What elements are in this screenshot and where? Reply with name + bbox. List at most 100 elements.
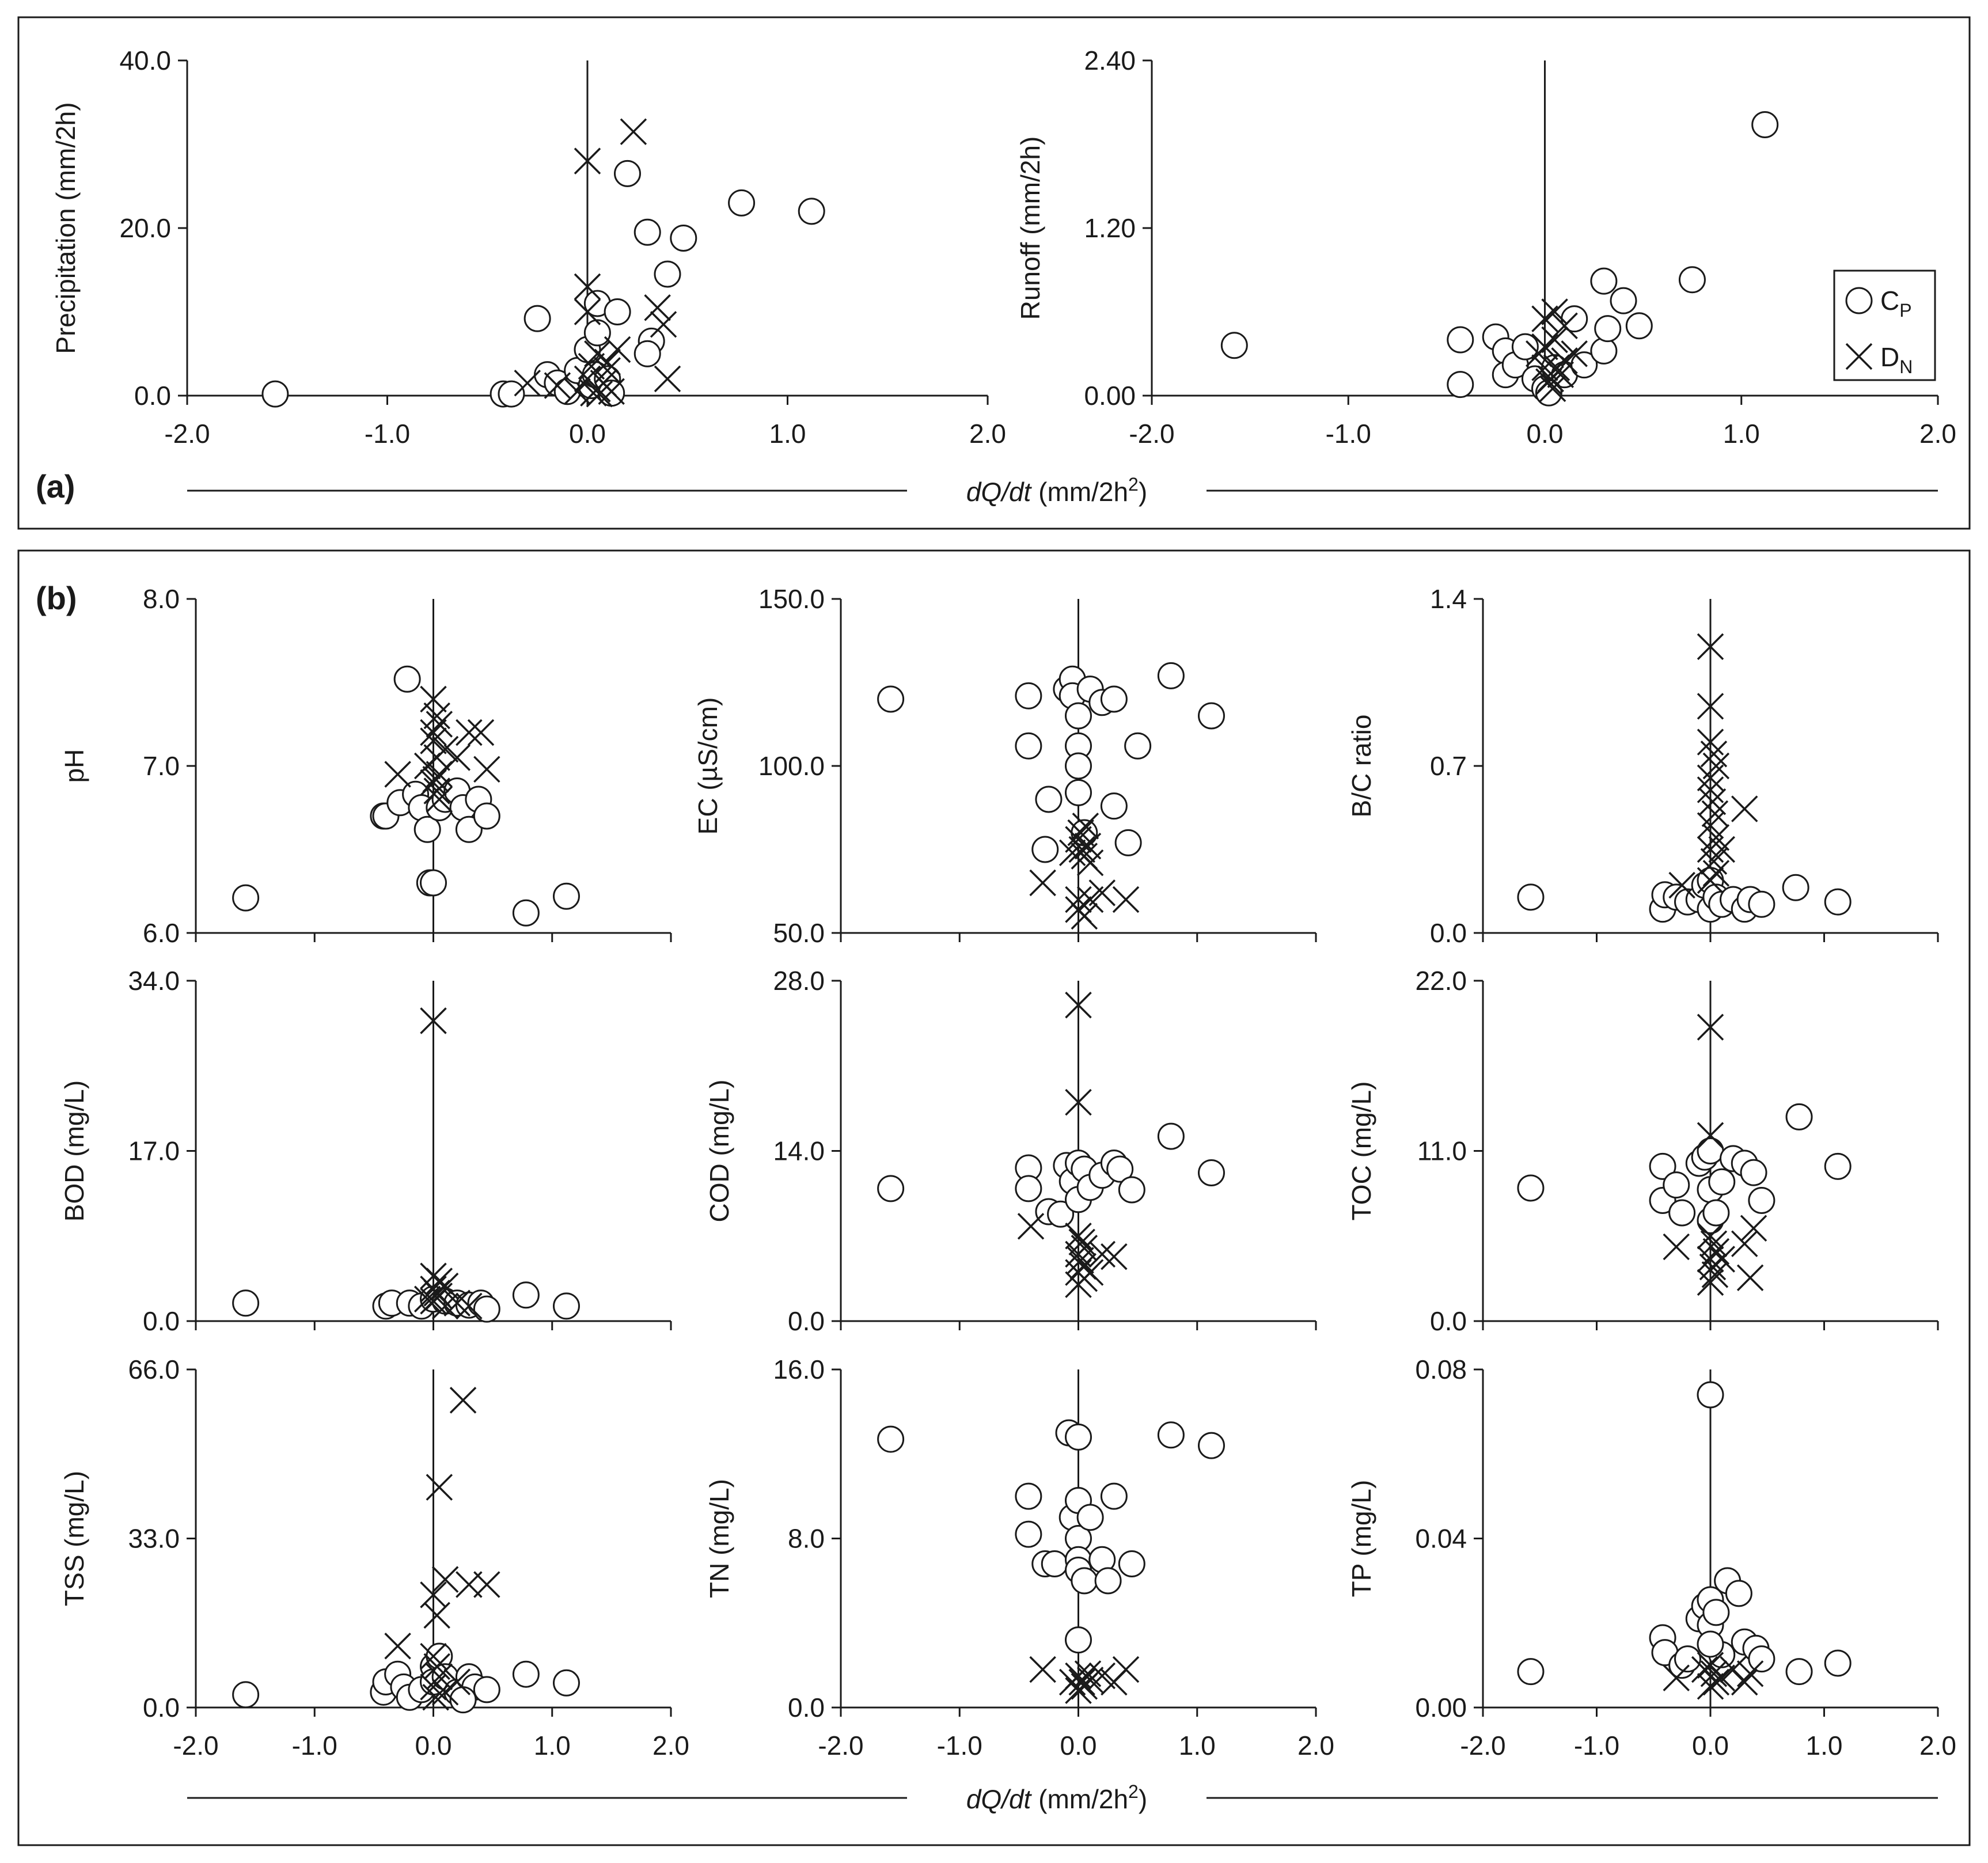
tp-point-cp (1702, 1599, 1730, 1626)
tp-point-cp (1697, 1630, 1724, 1658)
cod-y-tick-label: 28.0 (773, 966, 825, 996)
tss-point-dn (449, 1387, 477, 1414)
legend: CP DN (1833, 270, 1936, 381)
runoff-point-dn (1561, 340, 1588, 367)
precip-point-dn (586, 380, 613, 408)
runoff-x-tick-label: 2.0 (1919, 419, 1956, 449)
tn-y-tick-label: 0.0 (788, 1693, 825, 1722)
tn-y-axis-title: TN (mg/L) (704, 1479, 734, 1598)
ec-point-dn (1112, 886, 1140, 913)
runoff-point-cp (1511, 333, 1539, 361)
ec-point-cp (1035, 786, 1063, 813)
bc-point-dn (1702, 860, 1730, 887)
ph-y-axis-title: pH (59, 749, 89, 783)
tn-point-cp (1065, 1626, 1092, 1654)
tss-point-cp (232, 1681, 260, 1709)
tp-point-cp (1674, 1645, 1701, 1673)
bc-point-dn (1699, 788, 1727, 815)
ec-point-dn (1067, 819, 1094, 847)
toc-point-cp (1702, 1199, 1730, 1227)
precip-point-cp (583, 319, 611, 347)
precip-point-cp (261, 380, 289, 408)
bc-point-dn (1668, 871, 1695, 899)
tss-point-dn (420, 1642, 447, 1670)
runoff-point-cp (1447, 371, 1474, 399)
tn-point-cp (1157, 1421, 1185, 1449)
ph-point-dn (384, 761, 411, 788)
ph-point-dn (423, 777, 450, 805)
toc-point-dn (1697, 1014, 1724, 1041)
ec-point-cp (1015, 682, 1042, 709)
cod-point-cp (1157, 1122, 1185, 1150)
tp-point-cp (1824, 1649, 1852, 1677)
chart-precip: 0.0 20.0 40.0 -2.0 -1.0 0.0 1.0 2.0 Precipitatio… (51, 45, 1006, 449)
cod-y-tick-label: 0.0 (788, 1306, 825, 1336)
chart-bod: 0.0 17.0 34.0 BOD (mg/L) (59, 966, 672, 1336)
runoff-point-cp (1590, 337, 1618, 365)
ec-y-tick-label: 150.0 (758, 584, 825, 614)
precip-x-tick-label: -2.0 (164, 419, 210, 449)
ph-point-cp (393, 665, 421, 693)
tp-y-tick-label: 0.08 (1415, 1354, 1467, 1384)
runoff-point-dn (1543, 354, 1570, 381)
tn-x-tick-label: 0.0 (1060, 1731, 1097, 1760)
runoff-point-cp (1751, 111, 1779, 139)
bc-point-cp (1824, 888, 1852, 916)
precip-x-tick-label: -1.0 (365, 419, 410, 449)
ec-point-cp (1124, 732, 1152, 760)
tp-y-axis-title: TP (mg/L) (1346, 1480, 1376, 1598)
bc-point-dn (1697, 776, 1724, 803)
tn-point-cp (1015, 1520, 1042, 1548)
runoff-point-cp (1447, 326, 1474, 354)
runoff-point-cp (1625, 312, 1653, 340)
bod-point-cp (473, 1295, 500, 1323)
tn-point-cp (877, 1425, 905, 1453)
toc-point-cp (1785, 1103, 1813, 1130)
ph-point-dn (467, 719, 495, 746)
cod-point-dn (1017, 1213, 1045, 1240)
bc-point-dn (1731, 795, 1758, 822)
tss-x-tick-label: 0.0 (415, 1731, 452, 1760)
precip-point-cp (614, 160, 641, 187)
cod-point-cp (1118, 1176, 1145, 1204)
tn-point-cp (1071, 1567, 1098, 1595)
tp-point-dn (1663, 1664, 1690, 1691)
cod-point-dn (1067, 1247, 1094, 1274)
tp-point-cp (1748, 1645, 1775, 1673)
tss-point-dn (422, 1683, 449, 1711)
tp-y-tick-label: 0.00 (1415, 1693, 1467, 1722)
precip-point-cp (633, 340, 661, 367)
tp-x-tick-label: -1.0 (1574, 1731, 1619, 1760)
tp-x-tick-label: 0.0 (1692, 1731, 1729, 1760)
bc-point-dn (1700, 741, 1728, 768)
shared-x-axis-label-a: dQ/dt (mm/2h2) (966, 474, 1147, 507)
precip-point-cp (604, 298, 631, 325)
ec-point-dn (1076, 849, 1104, 877)
ph-point-dn (426, 711, 453, 738)
ph-point-cp (232, 884, 260, 912)
chart-ec: 50.0 100.0 150.0 EC (µS/cm) (693, 584, 1317, 948)
tss-point-dn (431, 1566, 459, 1593)
cod-point-cp (1047, 1200, 1075, 1228)
ec-point-cp (1100, 792, 1128, 820)
ph-point-cp (512, 899, 540, 927)
tp-point-dn (1731, 1668, 1758, 1696)
precip-point-dn (644, 294, 671, 321)
tn-point-cp (1015, 1482, 1042, 1510)
bc-y-tick-label: 0.0 (1430, 918, 1467, 948)
precip-point-dn (574, 147, 601, 174)
cod-y-axis-title: COD (mg/L) (704, 1080, 734, 1223)
tn-point-cp (1065, 1423, 1092, 1451)
toc-point-cp (1740, 1159, 1767, 1186)
toc-y-tick-label: 11.0 (1417, 1136, 1467, 1166)
tp-point-dn (1691, 1656, 1718, 1683)
panel-b-frame (17, 549, 1971, 1846)
tn-point-cp (1198, 1432, 1225, 1459)
toc-y-tick-label: 0.0 (1430, 1306, 1467, 1336)
runoff-x-tick-label: -2.0 (1129, 419, 1174, 449)
precip-x-tick-label: 2.0 (969, 419, 1006, 449)
tss-point-cp (512, 1660, 540, 1688)
legend-label-cp: CP (1880, 286, 1912, 321)
tss-point-dn (431, 1679, 459, 1706)
runoff-point-cp (1220, 332, 1248, 359)
